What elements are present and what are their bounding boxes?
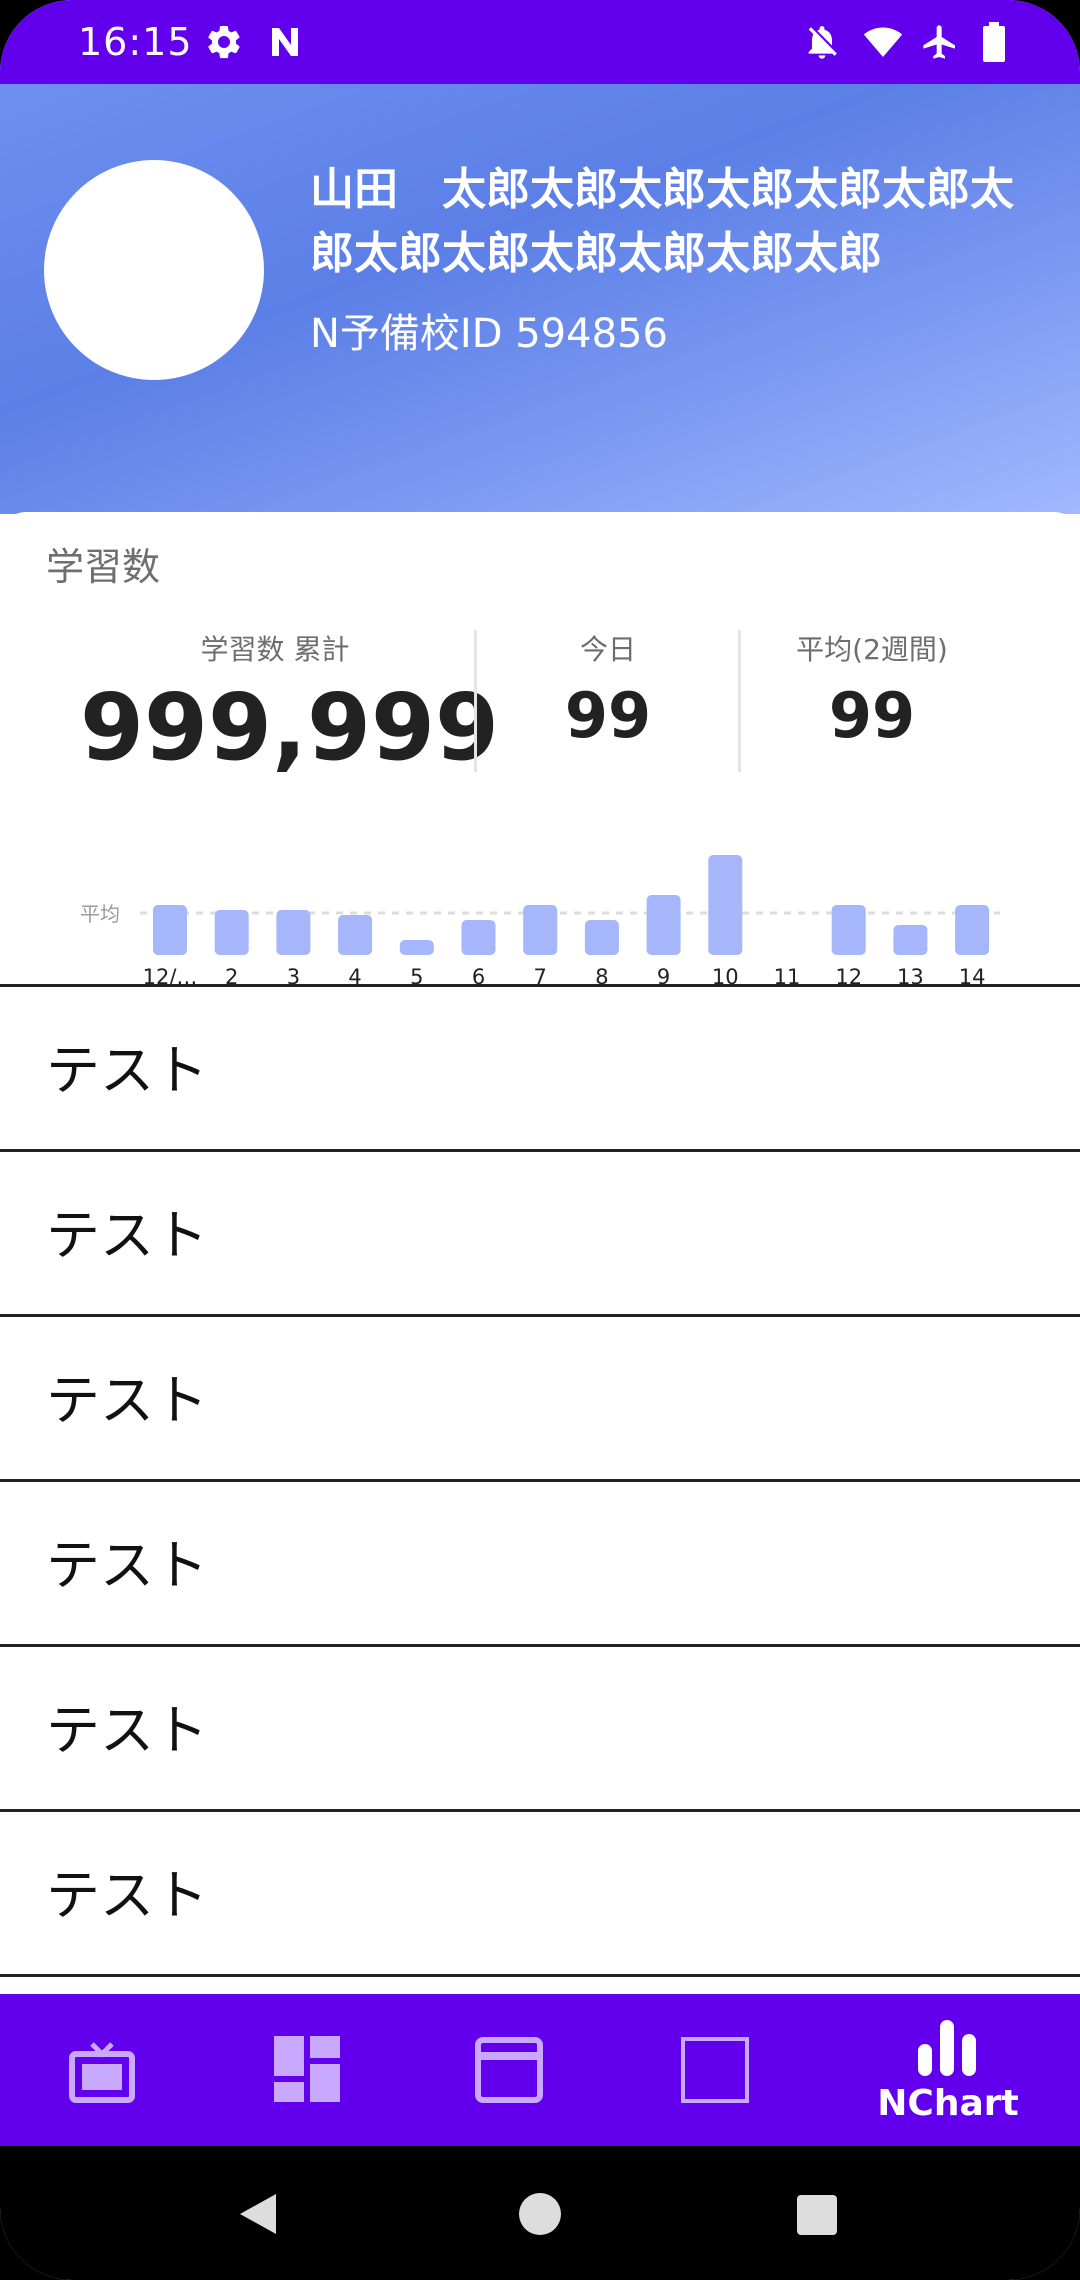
list-item[interactable]: テスト [0, 1314, 1080, 1479]
chart-bar [893, 925, 927, 955]
x-tick-label: 11 [774, 965, 801, 985]
card-icon [474, 2036, 544, 2108]
settings-icon [204, 22, 244, 66]
x-tick-label: 12/… [143, 965, 198, 985]
list-item[interactable]: テスト [0, 1479, 1080, 1644]
list-item[interactable]: テスト [0, 984, 1080, 1149]
list-item[interactable]: テスト [0, 1644, 1080, 1809]
list-item-label: テスト [46, 1534, 208, 1598]
test-list: テスト テスト テスト テスト テスト テスト [0, 984, 1080, 1977]
list-divider [0, 1974, 1080, 1977]
x-tick-label: 3 [287, 965, 300, 985]
card-title: 学習数 [46, 542, 160, 592]
list-item-label: テスト [46, 1369, 208, 1433]
nav-label-nchart: NChart [840, 2082, 1056, 2126]
list-item-label: テスト [46, 1039, 208, 1103]
total-value: 999,999 [80, 672, 470, 784]
list-item-label: テスト [46, 1699, 208, 1763]
chart-bar [647, 895, 681, 955]
stat-divider [474, 630, 477, 772]
user-name: 山田 太郎太郎太郎太郎太郎太郎太郎太郎太郎太郎太郎太郎太郎 [310, 158, 1050, 286]
x-tick-label: 8 [595, 965, 608, 985]
total-label: 学習数 累計 [100, 632, 450, 668]
nav-item-nchart[interactable]: NChart [840, 1994, 1056, 2146]
today-value: 99 [478, 676, 738, 756]
x-tick-label: 2 [225, 965, 238, 985]
study-stats-card: 学習数 学習数 累計 999,999 今日 99 平均(2週間) 99 平均 12… [0, 512, 1080, 985]
average-reference-label: 平均 [80, 902, 120, 926]
home-icon[interactable] [518, 2192, 562, 2240]
x-tick-label: 7 [534, 965, 547, 985]
profile-header: 山田 太郎太郎太郎太郎太郎太郎太郎太郎太郎太郎太郎太郎太郎 N予備校ID 594… [0, 84, 1080, 514]
nav-item-tv[interactable] [0, 1994, 216, 2146]
chart-bar [708, 855, 742, 955]
chart-bar [276, 910, 310, 955]
chart-bar [462, 920, 496, 955]
x-tick-label: 10 [712, 965, 739, 985]
status-time: 16:15 [78, 18, 193, 66]
back-icon[interactable] [236, 2190, 280, 2242]
x-tick-label: 9 [657, 965, 670, 985]
bottom-navigation: NChart [0, 1994, 1080, 2146]
bar-chart-icon [916, 2020, 978, 2080]
list-item[interactable]: テスト [0, 1809, 1080, 1974]
chart-bar [153, 905, 187, 955]
chart-bar [523, 905, 557, 955]
x-tick-label: 14 [959, 965, 986, 985]
square-icon [680, 2036, 750, 2108]
avatar[interactable] [44, 160, 264, 380]
airplane-mode-icon [920, 22, 960, 66]
n-app-icon [268, 22, 302, 66]
chart-bar [215, 910, 249, 955]
recents-icon[interactable] [796, 2194, 838, 2240]
system-navigation-bar [0, 2146, 1080, 2280]
wifi-icon [862, 22, 904, 66]
x-tick-label: 13 [897, 965, 924, 985]
chart-bar [400, 940, 434, 955]
average-value: 99 [742, 676, 1002, 756]
chart-bar [585, 920, 619, 955]
list-item[interactable]: テスト [0, 1149, 1080, 1314]
today-label: 今日 [478, 632, 738, 668]
nav-item-dashboard[interactable] [216, 1994, 432, 2146]
average-label: 平均(2週間) [742, 632, 1002, 668]
list-item-label: テスト [46, 1204, 208, 1268]
chart-bar [832, 905, 866, 955]
school-id: N予備校ID 594856 [310, 306, 668, 362]
x-tick-label: 12 [835, 965, 862, 985]
x-tick-label: 6 [472, 965, 485, 985]
chart-bar [955, 905, 989, 955]
battery-icon [982, 22, 1006, 66]
stat-divider [738, 630, 741, 772]
dashboard-icon [272, 2034, 342, 2108]
x-tick-label: 5 [410, 965, 423, 985]
chart-bar [338, 915, 372, 955]
notifications-off-icon [802, 22, 842, 66]
list-item-label: テスト [46, 1864, 208, 1928]
tv-icon [68, 2040, 136, 2108]
x-tick-label: 4 [348, 965, 361, 985]
status-bar: 16:15 [0, 0, 1080, 84]
daily-study-bar-chart: 平均 12/… 2 3 4 5 6 7 8 9 10 11 12 13 14 [0, 812, 1080, 985]
nav-item-card[interactable] [432, 1994, 648, 2146]
nav-item-square[interactable] [648, 1994, 864, 2146]
